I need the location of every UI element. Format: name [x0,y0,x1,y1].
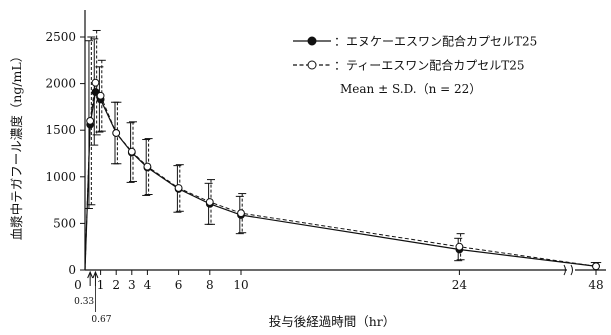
x-tick-label: 0.33 [74,297,94,307]
data-point [91,78,100,87]
error-bar [175,164,184,212]
data-point [143,162,152,171]
legend-item-nks1: ：エヌケーエスワン配合カプセルT25 [293,34,537,49]
y-tick-label: 1500 [45,123,76,137]
x-tick-label: 1 [97,278,105,292]
legend-item-ts1: ：ティーエスワン配合カプセルT25 [293,58,525,73]
x-tick-label: 48 [588,278,603,292]
y-tick-label: 1000 [45,170,76,184]
y-axis-title: 血漿中テガフール濃度（ng/mL） [9,50,24,240]
legend-note: Mean ± S.D.（n = 22） [340,82,481,96]
axes: 0 500 1000 1500 2000 2500 0 0.33 0.67 1 2 3 4 6 8 10 24 4… [45,10,606,325]
x-tick-label: 8 [206,278,214,292]
series-ts1 [84,29,602,271]
error-bar [129,121,137,182]
x-tick-label: 0 [74,278,82,292]
error-bar [87,36,96,206]
legend-label: ：エヌケーエスワン配合カプセルT25 [334,34,537,49]
y-tick-label: 2500 [45,30,76,44]
x-axis-break-mark [563,264,573,276]
x-tick-label: 6 [175,278,183,292]
x-tick-label: 3 [128,278,136,292]
y-tick-label: 2000 [45,77,76,91]
error-bar [238,193,247,234]
series-nks1 [84,38,600,271]
series-layer [84,29,602,271]
data-point [96,91,105,100]
legend-marker [307,36,317,46]
legend-label: ：ティーエスワン配合カプセルT25 [334,58,525,73]
x-tick-label: 4 [144,278,152,292]
data-point [237,209,245,218]
x-tick-label: 2 [112,278,120,292]
series-line [84,90,597,271]
legend-marker [307,60,317,70]
data-point [592,262,600,271]
axis-titles: 投与後経過時間（hr） 血漿中テガフール濃度（ng/mL） [9,50,395,329]
data-point [455,242,464,251]
data-point [174,184,183,192]
x-tick-label: 10 [233,278,248,292]
y-tick-label: 0 [68,263,76,277]
series-line [84,80,597,271]
error-bar [456,233,465,261]
data-point [112,129,121,137]
x-tick-label: 24 [452,278,468,292]
data-point [127,147,136,156]
legend: ：エヌケーエスワン配合カプセルT25 ：ティーエスワン配合カプセルT25 Mean … [293,34,537,96]
x-axis-title: 投与後経過時間（hr） [269,314,396,329]
data-point [205,198,214,206]
data-point [86,116,95,125]
x-tick-label: 0.67 [91,315,111,325]
x-tick-arrowhead [92,270,99,279]
y-tick-label: 500 [53,216,76,230]
x-tick-arrowhead [87,270,94,279]
